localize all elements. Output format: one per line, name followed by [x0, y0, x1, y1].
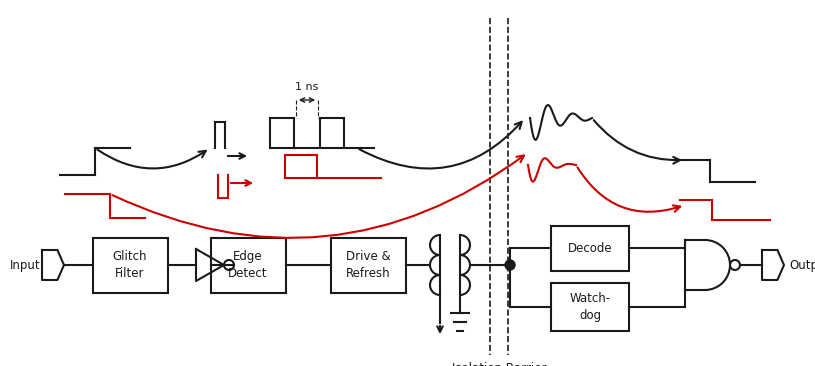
- Text: Isolation Barrier: Isolation Barrier: [452, 362, 546, 366]
- Bar: [331, 238, 406, 292]
- FancyArrowPatch shape: [594, 120, 680, 164]
- Text: Glitch
Filter: Glitch Filter: [112, 250, 148, 280]
- Bar: [551, 225, 629, 270]
- Text: Output: Output: [789, 258, 815, 272]
- Text: Decode: Decode: [568, 242, 612, 254]
- FancyArrowPatch shape: [578, 167, 681, 212]
- Circle shape: [505, 260, 515, 270]
- Bar: [92, 238, 168, 292]
- Bar: [210, 238, 285, 292]
- Text: Input: Input: [10, 258, 41, 272]
- FancyArrowPatch shape: [97, 150, 205, 168]
- FancyArrowPatch shape: [112, 156, 524, 238]
- Bar: [551, 283, 629, 331]
- Text: 1 ns: 1 ns: [295, 82, 319, 92]
- Text: Drive &
Refresh: Drive & Refresh: [346, 250, 390, 280]
- Text: Edge
Detect: Edge Detect: [228, 250, 268, 280]
- Text: Watch-
dog: Watch- dog: [570, 292, 610, 322]
- FancyArrowPatch shape: [359, 122, 522, 168]
